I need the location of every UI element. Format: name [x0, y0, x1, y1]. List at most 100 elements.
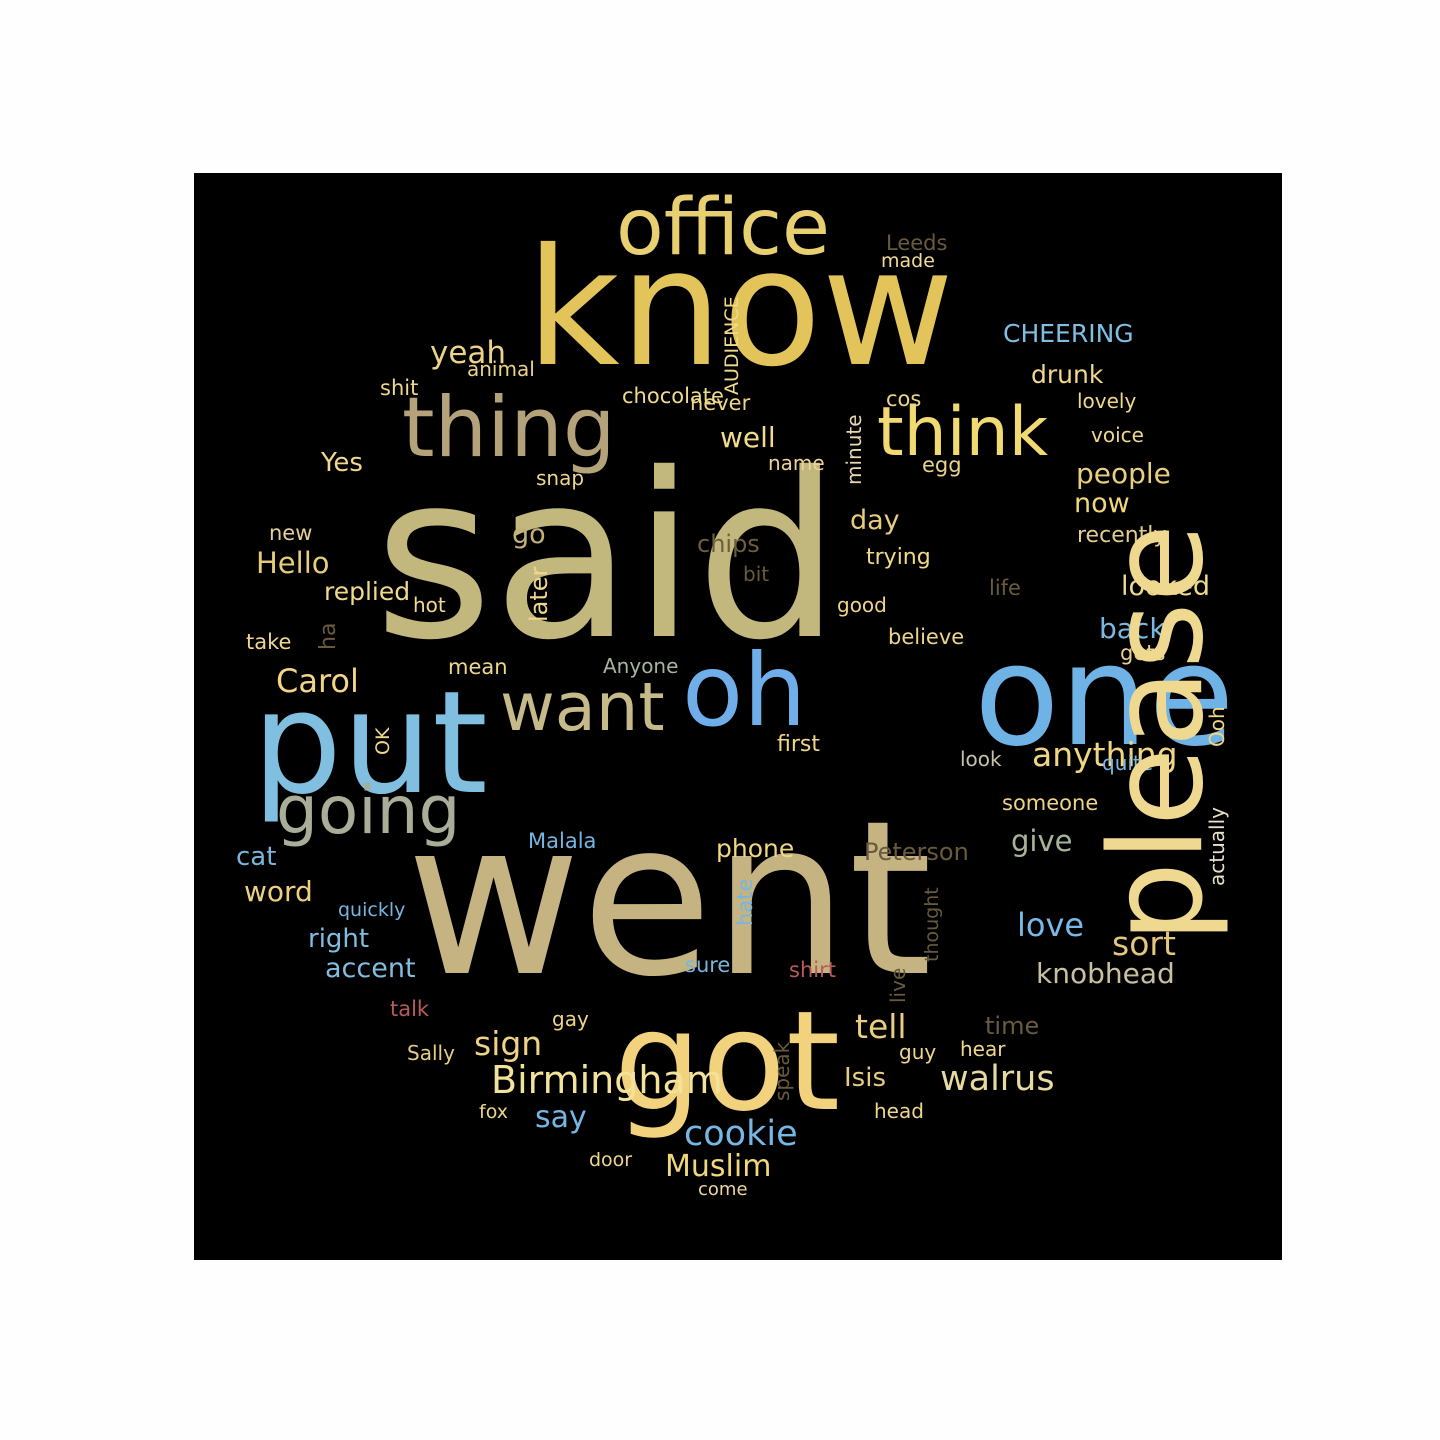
- word-lovely: cos: [886, 387, 922, 411]
- word-actually: actually: [1205, 807, 1229, 886]
- word-recently: new: [269, 521, 313, 545]
- word-going: want: [500, 668, 665, 746]
- word-ooh: speak: [770, 1041, 794, 1101]
- word-cat: accent: [325, 953, 416, 984]
- word-snap: animal: [467, 357, 535, 381]
- word-think: office: [616, 183, 831, 273]
- word-egg: voice: [1091, 423, 1144, 447]
- word-speak: thought: [921, 887, 943, 962]
- word-anyone: mean: [448, 655, 508, 679]
- word-voice: lovely: [1077, 389, 1137, 413]
- word-ha: later: [525, 566, 553, 622]
- word-animal: shit: [380, 376, 419, 400]
- word-cheering: cat: [236, 842, 277, 872]
- word-quite: look: [960, 747, 1002, 771]
- word-want: think: [877, 393, 1049, 472]
- word-someone: time: [985, 1012, 1040, 1040]
- word-right: word: [244, 875, 313, 908]
- word-sign: walrus: [940, 1059, 1055, 1099]
- word-look: first: [777, 732, 820, 757]
- word-gay: talk: [390, 997, 430, 1021]
- word-hello: Yes: [321, 448, 363, 478]
- word-walrus: Muslim: [665, 1149, 772, 1184]
- word-yeah: say: [535, 1100, 587, 1135]
- word-love: sort: [1112, 924, 1176, 963]
- word-well: yeah: [430, 335, 507, 371]
- word-office: thing: [402, 379, 616, 476]
- word-guy: Sally: [407, 1041, 455, 1065]
- word-come: door: [589, 1149, 633, 1171]
- word-trying: recently: [1077, 523, 1167, 548]
- word-day: Isis: [844, 1063, 886, 1093]
- word-say: anything: [1032, 735, 1178, 774]
- word-believe: good: [837, 593, 887, 617]
- word-isis: Hello: [256, 546, 330, 580]
- word-cos: made: [881, 250, 935, 272]
- word-cookie: going: [276, 772, 461, 849]
- word-back: give: [1011, 824, 1073, 858]
- word-sally: gay: [552, 1007, 589, 1031]
- word-hate: OK: [372, 727, 394, 755]
- word-accent: right: [308, 924, 370, 954]
- word-put: put: [252, 661, 488, 826]
- word-talk: shirt: [789, 958, 836, 982]
- word-go: day: [850, 505, 900, 536]
- word-looked: back: [1099, 612, 1166, 645]
- word-muslim: knobhead: [1036, 957, 1175, 990]
- word-later: AUDIENCE: [721, 296, 743, 395]
- word-never: name: [768, 451, 825, 475]
- word-shit: chocolate: [622, 384, 724, 408]
- word-quickly: quite: [1102, 751, 1154, 775]
- word-got: got: [614, 981, 841, 1142]
- word-said: said: [374, 424, 841, 690]
- word-know: know: [526, 215, 955, 403]
- word-chocolate: never: [690, 391, 751, 415]
- word-leeds: Malala: [528, 829, 597, 853]
- word-audience: minute: [842, 414, 866, 485]
- word-gets: Anyone: [603, 654, 679, 678]
- word-replied: chips: [697, 530, 760, 558]
- word-cloud-panel: said went know got put one oh thing offi…: [194, 173, 1282, 1260]
- word-time: Peterson: [864, 838, 969, 866]
- word-carol: Birmingham: [491, 1058, 723, 1102]
- word-knobhead: Carol: [276, 662, 359, 700]
- word-now: people: [1076, 457, 1171, 490]
- word-phone: drunk: [1031, 360, 1104, 389]
- word-good: bit: [743, 562, 770, 586]
- word-ok: ha: [316, 622, 341, 650]
- word-oh: please: [1083, 523, 1232, 943]
- word-life: trying: [866, 545, 931, 570]
- word-bit: life: [989, 576, 1021, 600]
- word-went: went: [406, 775, 933, 1024]
- word-drunk: CHEERING: [1003, 319, 1134, 348]
- word-hot: believe: [888, 625, 965, 649]
- word-one: one: [974, 615, 1235, 778]
- word-peterson: phone: [716, 834, 795, 863]
- word-shirt: sure: [685, 953, 731, 977]
- word-hear: guy: [899, 1040, 937, 1064]
- word-head: hear: [960, 1037, 1006, 1061]
- word-tell: sign: [474, 1024, 543, 1063]
- word-name: egg: [922, 453, 962, 477]
- word-thought: live: [886, 967, 910, 1003]
- word-yes: well: [720, 421, 776, 454]
- word-door: fox: [479, 1101, 508, 1123]
- word-anything: now: [1074, 488, 1130, 519]
- word-thing: oh: [682, 632, 807, 749]
- word-chips: go: [512, 519, 546, 550]
- word-sort: tell: [855, 1007, 907, 1046]
- word-give: love: [1017, 906, 1085, 944]
- word-sure: quickly: [338, 899, 406, 921]
- word-take: hot: [413, 593, 446, 617]
- word-new: snap: [536, 466, 585, 490]
- word-birmingham: cookie: [684, 1114, 798, 1154]
- word-first: gets: [1120, 641, 1166, 665]
- word-mean: take: [246, 630, 292, 654]
- word-malala: someone: [1002, 791, 1099, 815]
- word-live: hate: [733, 878, 757, 926]
- word-fox: head: [874, 1099, 924, 1123]
- word-made: Leeds: [886, 231, 948, 255]
- word-minute: come: [698, 1179, 748, 1200]
- word-people: looked: [1121, 571, 1210, 602]
- word-word: replied: [324, 577, 411, 606]
